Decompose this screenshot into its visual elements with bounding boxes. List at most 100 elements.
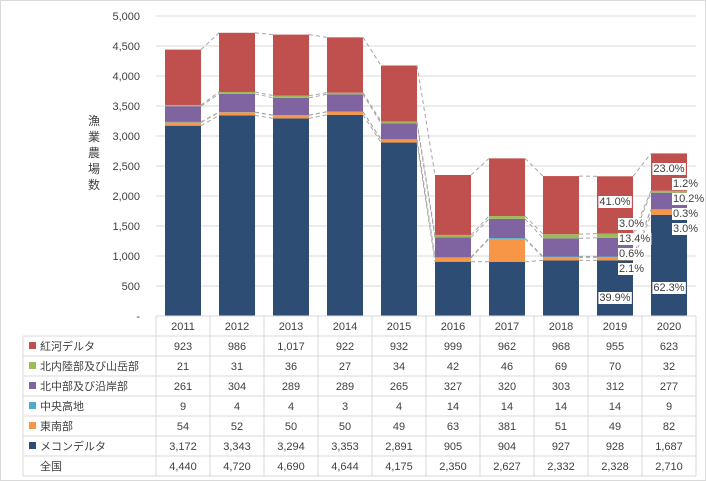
- bar-北中部及び沿岸部-2018: [543, 238, 579, 257]
- x-tick-label: 2013: [279, 321, 303, 333]
- series-line: [524, 215, 544, 235]
- bar-北内陸部及び山岳部-2013: [273, 95, 309, 98]
- bar-メコンデルタ-2013: [273, 118, 309, 316]
- bar-東南部-2017: [489, 238, 525, 262]
- table-cell: 4,175: [385, 461, 413, 473]
- legend-key: [29, 442, 36, 449]
- data-label: 62.3%: [653, 282, 684, 294]
- bar-北中部及び沿岸部-2012: [219, 93, 255, 113]
- bar-東南部-2020: [651, 209, 687, 215]
- bar-紅河デルタ-2015: [381, 65, 417, 122]
- legend-label: 中央高地: [40, 399, 84, 413]
- series-line: [200, 32, 220, 50]
- series-line: [254, 111, 274, 116]
- table-cell: 51: [555, 421, 567, 433]
- table-cell: 9: [666, 401, 672, 413]
- y-tick-label: 2,500: [112, 161, 140, 173]
- series-line: [632, 153, 652, 177]
- bar-中央高地-2016: [435, 257, 471, 258]
- y-tick-label: 3,500: [112, 101, 140, 113]
- bar-中央高地-2017: [489, 238, 525, 239]
- table-cell: 4: [396, 401, 402, 413]
- bar-メコンデルタ-2015: [381, 142, 417, 316]
- series-line: [308, 92, 328, 97]
- table-cell: 2,350: [439, 461, 467, 473]
- bar-メコンデルタ-2016: [435, 261, 471, 316]
- table-cell: 42: [447, 361, 459, 373]
- bar-北中部及び沿岸部-2011: [165, 106, 201, 122]
- table-cell: 2,332: [547, 461, 575, 473]
- series-line: [308, 34, 328, 38]
- bar-東南部-2013: [273, 115, 309, 119]
- table-cell: 3,343: [223, 441, 251, 453]
- bar-メコンデルタ-2012: [219, 115, 255, 316]
- bar-北中部及び沿岸部-2016: [435, 237, 471, 258]
- table-cell: 289: [282, 381, 300, 393]
- table-cell: 999: [444, 341, 462, 353]
- legend-label: メコンデルタ: [40, 439, 106, 453]
- series-line: [362, 111, 382, 140]
- bar-北内陸部及び山岳部-2020: [651, 190, 687, 193]
- table-cell: 36: [285, 361, 297, 373]
- y-tick-label: 4,500: [112, 41, 140, 53]
- table-cell: 303: [552, 381, 570, 393]
- table-cell: 265: [390, 381, 408, 393]
- bar-北内陸部及び山岳部-2015: [381, 121, 417, 124]
- table-cell: 2,891: [385, 441, 413, 453]
- series-line: [308, 114, 328, 119]
- table-cell: 623: [660, 341, 678, 353]
- table-cell: 14: [447, 401, 459, 413]
- data-label: 0.3%: [673, 208, 698, 220]
- bar-東南部-2019: [597, 257, 633, 261]
- series-line: [578, 233, 598, 235]
- data-label-bg: [598, 196, 632, 208]
- bar-北内陸部及び山岳部-2016: [435, 234, 471, 238]
- data-label: 39.9%: [599, 292, 630, 304]
- x-tick-label: 2016: [441, 321, 465, 333]
- table-cell: 31: [231, 361, 243, 373]
- y-tick-label: -: [136, 311, 140, 323]
- series-line: [254, 91, 274, 97]
- legend-label: 東南部: [40, 419, 73, 433]
- data-label: 41.0%: [599, 196, 630, 208]
- bar-紅河デルタ-2018: [543, 176, 579, 235]
- table-cell: 34: [393, 361, 405, 373]
- table-cell: 3,353: [331, 441, 359, 453]
- table-cell: 2,328: [601, 461, 629, 473]
- bar-中央高地-2019: [597, 256, 633, 258]
- series-line: [362, 37, 382, 66]
- legend-key: [29, 422, 36, 429]
- table-cell: 4,644: [331, 461, 359, 473]
- table-cell: 14: [501, 401, 513, 413]
- bar-紅河デルタ-2012: [219, 32, 255, 92]
- bar-北中部及び沿岸部-2014: [327, 94, 363, 112]
- bar-北中部及び沿岸部-2015: [381, 123, 417, 140]
- table-cell: 9: [180, 401, 186, 413]
- data-label-bg: [618, 218, 646, 230]
- table-cell: 320: [498, 381, 516, 393]
- table-cell: 4,690: [277, 461, 305, 473]
- bar-中央高地-2011: [165, 121, 201, 123]
- bar-東南部-2015: [381, 139, 417, 143]
- bar-北内陸部及び山岳部-2017: [489, 216, 525, 219]
- table-cell: 2,710: [655, 461, 683, 473]
- data-label-bg: [652, 163, 686, 175]
- data-label-bg: [672, 178, 700, 190]
- series-line: [362, 114, 382, 143]
- data-label-bg: [672, 208, 700, 220]
- table-cell: 304: [228, 381, 246, 393]
- data-label: 3.0%: [673, 223, 698, 235]
- series-line: [416, 142, 436, 262]
- table-cell: 277: [660, 381, 678, 393]
- table-cell: 922: [336, 341, 354, 353]
- table-cell: 49: [393, 421, 405, 433]
- legend-key: [29, 362, 36, 369]
- series-line: [308, 111, 328, 116]
- table-cell: 50: [285, 421, 297, 433]
- bar-メコンデルタ-2011: [165, 125, 201, 317]
- series-line: [524, 237, 544, 257]
- table-cell: 54: [177, 421, 189, 433]
- data-label-bg: [618, 263, 646, 275]
- legend-key: [29, 342, 36, 349]
- table-cell: 14: [555, 401, 567, 413]
